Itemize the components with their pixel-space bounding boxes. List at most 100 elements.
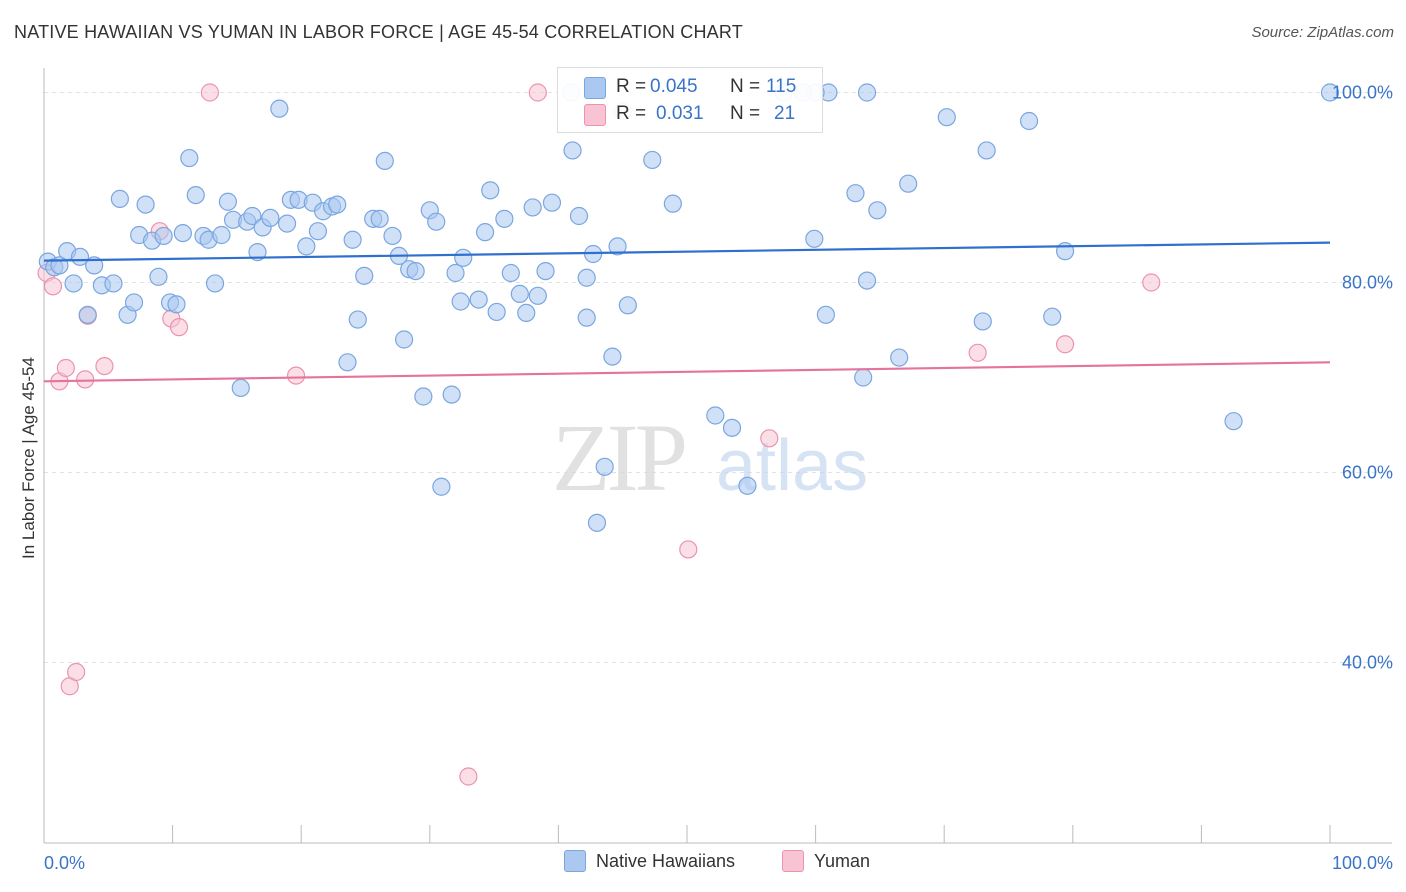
yuman-point <box>679 540 698 559</box>
native-hawaiian-point <box>231 378 250 398</box>
native-hawaiian-point <box>110 189 129 208</box>
native-hawaiian-point <box>577 308 596 327</box>
stats-row-native-hawaiians: R = 0.045 N = 115 <box>558 74 822 102</box>
native-hawaiian-point <box>270 99 289 118</box>
native-hawaiian-point <box>868 201 887 220</box>
legend-label: Yuman <box>814 850 871 871</box>
n-label: N = <box>730 103 761 124</box>
native-hawaiian-point <box>243 206 262 226</box>
legend-swatch-yuman <box>782 850 804 872</box>
chart-title: NATIVE HAWAIIAN VS YUMAN IN LABOR FORCE … <box>14 22 743 42</box>
y-tick-label: 40.0% <box>1342 653 1393 673</box>
watermark-zip: ZIP <box>552 404 685 511</box>
r-value: 0.031 <box>656 103 704 124</box>
trend-lines <box>43 241 1331 383</box>
n-value: 21 <box>774 103 796 124</box>
native-hawaiian-point <box>587 513 607 532</box>
legend-swatch-native-hawaiians <box>564 850 586 872</box>
native-hawaiian-point <box>495 209 514 228</box>
native-hawaiian-point <box>427 212 446 231</box>
x-tick-label: 0.0% <box>44 853 85 873</box>
native-hawaiian-point <box>536 262 555 281</box>
native-hawaiian-point <box>722 418 742 437</box>
source-credit: Source: ZipAtlas.com <box>1251 24 1394 41</box>
native-hawaiian-point <box>501 263 520 283</box>
yuman-point <box>67 662 86 682</box>
native-hawaiian-point <box>475 223 495 242</box>
native-hawaiian-point <box>442 385 461 404</box>
native-hawaiian-point <box>569 206 589 226</box>
yuman-point <box>286 366 306 385</box>
legend-item-native-hawaiians[interactable]: Native Hawaiians <box>564 850 735 872</box>
native-hawaiian-point <box>890 348 909 367</box>
native-hawaiian-point <box>355 266 374 285</box>
native-hawaiian-point <box>218 192 237 211</box>
native-hawaiian-point <box>595 457 614 476</box>
native-hawaiian-point <box>608 237 627 256</box>
native-hawaiian-point <box>248 243 267 262</box>
yuman-point <box>43 277 63 296</box>
yuman-point <box>56 358 75 378</box>
yuman-point <box>169 318 189 337</box>
native-hawaiian-point <box>446 263 465 283</box>
native-hawaiian-point <box>406 262 425 281</box>
native-hawaiian-point <box>414 387 433 406</box>
native-hawaiian-point <box>738 476 757 495</box>
yuman-swatch <box>584 104 606 126</box>
stats-box: R = 0.045 N = 115 R = 0.031 N = 21 <box>557 67 823 133</box>
y-tick-label: 100.0% <box>1332 83 1393 103</box>
native-hawaiian-point <box>173 224 192 243</box>
native-hawaiians-swatch <box>584 77 606 99</box>
yuman-point <box>200 83 219 102</box>
native-hawaiian-point <box>899 174 918 193</box>
native-hawaiian-point <box>937 108 956 127</box>
native-hawaiian-point <box>154 226 173 246</box>
native-hawaiian-point <box>297 237 316 256</box>
yuman-point <box>968 343 987 362</box>
native-hawaiian-point <box>603 347 622 366</box>
native-hawaiian-point <box>454 248 473 267</box>
native-hawaiian-point <box>1043 307 1062 326</box>
native-hawaiian-point <box>663 194 682 213</box>
native-hawaiian-point <box>375 151 394 170</box>
native-hawaiian-point <box>149 267 168 286</box>
y-axis-label: In Labor Force | Age 45-54 <box>19 357 38 559</box>
y-tick-label: 80.0% <box>1342 273 1393 293</box>
native-hawaiian-point <box>370 209 389 228</box>
native-hawaiian-point <box>383 226 402 246</box>
legend-label: Native Hawaiians <box>596 850 736 871</box>
r-label: R = <box>616 103 647 124</box>
yuman-point <box>1055 335 1075 354</box>
native-hawaiian-point <box>261 208 280 227</box>
native-hawaiian-point <box>328 195 347 214</box>
native-hawaiian-point <box>85 256 104 275</box>
native-hawaiian-point <box>1320 83 1340 102</box>
native-hawaiian-point <box>510 284 529 303</box>
yuman-point <box>760 429 779 448</box>
native-hawaiian-point <box>64 274 83 293</box>
native-hawaiian-point <box>846 184 865 203</box>
legend-item-yuman[interactable]: Yuman <box>782 850 870 872</box>
x-tick-label: 100.0% <box>1332 853 1393 873</box>
axes <box>43 68 1392 844</box>
native-hawaiian-point <box>348 310 367 329</box>
native-hawaiian-point <box>212 225 231 245</box>
native-hawaiian-point <box>394 330 414 349</box>
yuman-point <box>459 767 478 786</box>
native-hawaiian-point <box>432 477 451 496</box>
r-value: 0.045 <box>650 76 698 97</box>
tick-labels: 100.0% 80.0% 60.0% 40.0% 0.0% 100.0% <box>44 83 1393 874</box>
native-hawaiian-point <box>523 198 542 217</box>
native-hawaiian-point <box>1019 111 1039 131</box>
native-hawaiian-point <box>469 290 488 309</box>
native-hawaiian-points <box>38 83 1340 532</box>
n-label: N = <box>730 76 761 97</box>
yuman-point <box>95 357 114 376</box>
native-hawaiian-point <box>643 150 662 170</box>
native-hawaiian-point <box>618 296 637 315</box>
native-hawaiian-point <box>577 268 596 287</box>
native-hawaiian-point <box>816 305 835 324</box>
native-hawaiian-point <box>542 193 562 212</box>
native-hawaiian-point <box>343 230 362 249</box>
